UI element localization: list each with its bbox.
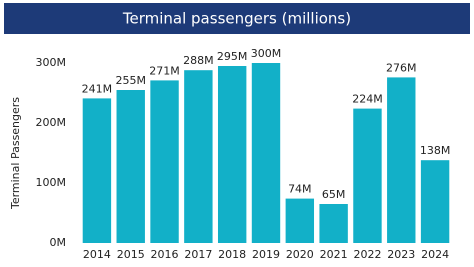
bar	[353, 108, 382, 243]
bar	[387, 77, 416, 244]
y-tick-label: 200M	[36, 116, 67, 129]
data-label: 276M	[386, 61, 417, 74]
x-tick-label: 2014	[83, 248, 111, 261]
x-tick-label: 2017	[184, 248, 212, 261]
data-label: 65M	[322, 188, 346, 201]
data-label: 138M	[420, 144, 451, 157]
data-label: 271M	[149, 64, 180, 77]
title-banner	[4, 3, 470, 34]
data-label: 288M	[183, 54, 214, 67]
x-tick-label: 2015	[117, 248, 145, 261]
bar	[82, 98, 112, 244]
data-label: 255M	[115, 74, 146, 87]
bar	[150, 80, 179, 244]
y-tick-label: 0M	[50, 236, 67, 249]
bar	[116, 90, 145, 243]
y-tick-label: 300M	[36, 56, 67, 69]
bar	[420, 160, 450, 243]
bar	[319, 204, 348, 243]
x-tick-label: 2016	[151, 248, 179, 261]
y-axis-label: Terminal Passengers	[9, 97, 22, 210]
y-tick-label: 100M	[36, 176, 67, 189]
bar	[251, 63, 281, 243]
bar	[217, 66, 247, 243]
bar	[285, 198, 315, 243]
x-tick-label: 2021	[320, 248, 348, 261]
data-label: 295M	[217, 50, 248, 63]
x-tick-label: 2024	[421, 248, 449, 261]
x-tick-label: 2022	[353, 248, 381, 261]
data-label: 224M	[352, 93, 383, 106]
bar	[184, 70, 213, 243]
x-tick-label: 2020	[286, 248, 314, 261]
x-tick-label: 2018	[218, 248, 246, 261]
chart-title: Terminal passengers (millions)	[122, 10, 351, 28]
data-label: 241M	[82, 82, 113, 95]
data-label: 74M	[288, 183, 312, 196]
x-tick-label: 2019	[252, 248, 280, 261]
data-label: 300M	[251, 47, 282, 60]
x-tick-label: 2023	[387, 248, 415, 261]
